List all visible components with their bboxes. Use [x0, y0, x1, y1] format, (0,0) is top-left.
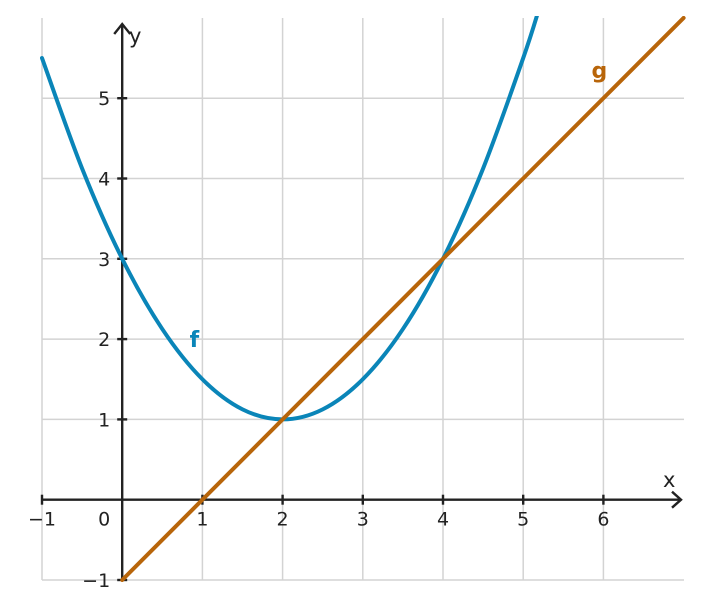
y-tick-label: 4 — [98, 169, 110, 191]
y-tick-label: −1 — [82, 570, 110, 592]
y-tick-label: 2 — [98, 329, 110, 351]
x-tick-label: 6 — [597, 509, 609, 531]
ticks: −1 1 2 3 4 5 6 −1 1 2 3 4 5 — [28, 88, 609, 592]
axes: x y 0 — [42, 22, 683, 580]
y-tick-label: 3 — [98, 249, 110, 271]
x-tick-label: 2 — [277, 509, 289, 531]
y-tick-label: 5 — [98, 88, 110, 110]
series: fg — [40, 16, 686, 582]
x-tick-label: 4 — [437, 509, 449, 531]
x-axis-label: x — [663, 468, 675, 492]
grid — [41, 18, 684, 581]
series-line-g — [120, 16, 686, 582]
x-tick-label: 3 — [357, 509, 369, 531]
x-tick-label: 5 — [517, 509, 529, 531]
series-line-f — [40, 16, 539, 422]
y-axis-label: y — [129, 24, 141, 48]
x-axis-arrow-icon — [671, 490, 683, 509]
series-label-g: g — [592, 59, 608, 84]
origin-label: 0 — [98, 509, 110, 531]
x-tick-label: 1 — [196, 509, 208, 531]
x-tick-label: −1 — [28, 509, 56, 531]
y-tick-label: 1 — [98, 409, 110, 431]
series-label-f: f — [190, 328, 200, 353]
y-axis-arrow-icon — [113, 22, 132, 35]
